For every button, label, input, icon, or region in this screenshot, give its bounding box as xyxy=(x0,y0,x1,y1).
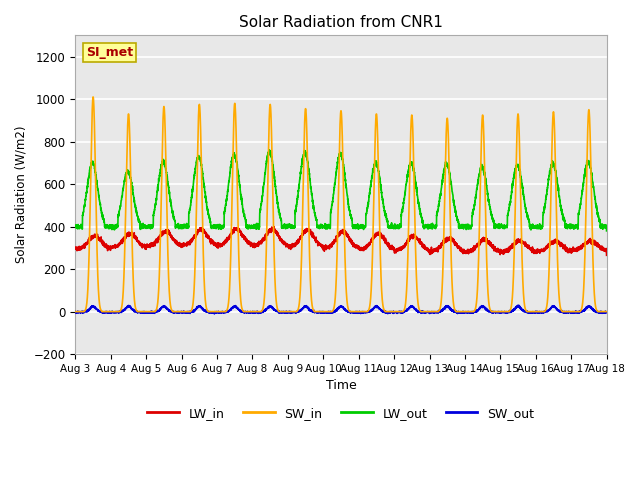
Y-axis label: Solar Radiation (W/m2): Solar Radiation (W/m2) xyxy=(15,126,28,264)
X-axis label: Time: Time xyxy=(326,379,356,392)
Legend: LW_in, SW_in, LW_out, SW_out: LW_in, SW_in, LW_out, SW_out xyxy=(143,402,540,425)
Text: SI_met: SI_met xyxy=(86,46,133,59)
Title: Solar Radiation from CNR1: Solar Radiation from CNR1 xyxy=(239,15,443,30)
